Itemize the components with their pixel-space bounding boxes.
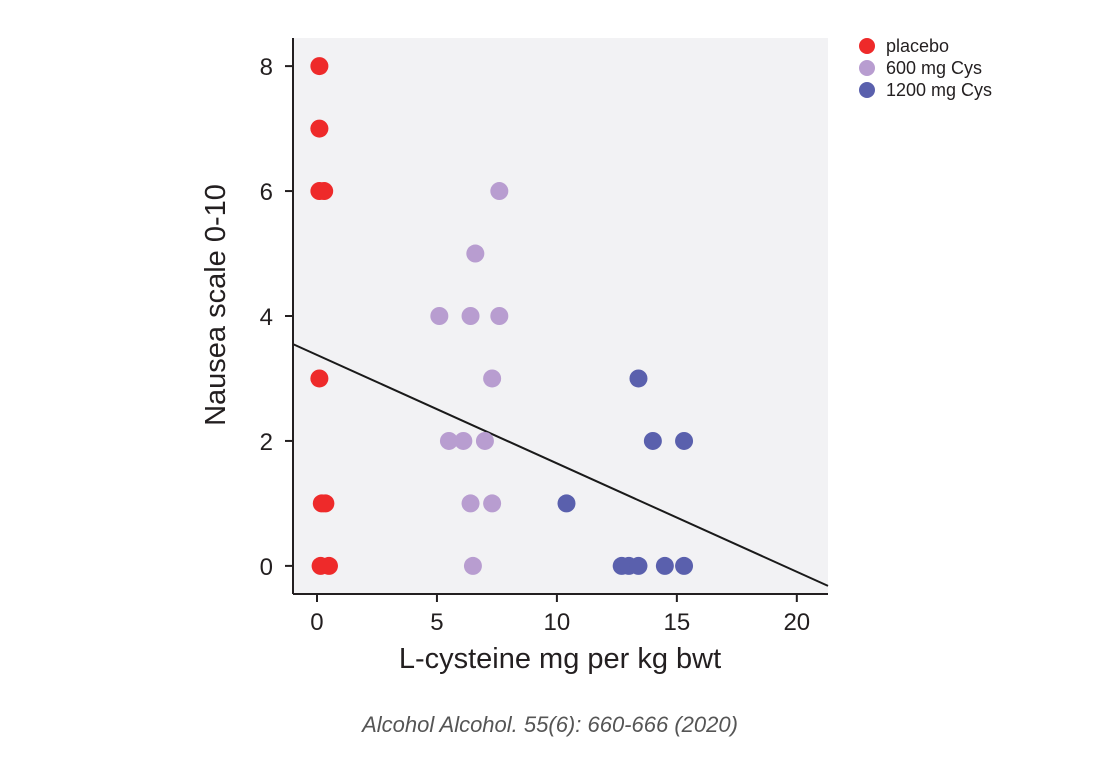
point-1200-mg-cys-7 [655, 556, 674, 575]
point-1200-mg-cys-8 [675, 556, 694, 575]
point-1200-mg-cys-6 [629, 556, 648, 575]
point-placebo-4 [310, 369, 329, 388]
point-600-mg-cys-6 [439, 431, 458, 450]
axes: 0 5 10 15 20 0 2 4 6 8 [260, 38, 828, 636]
x-tick-label-0: 0 [310, 609, 323, 636]
point-600-mg-cys-3 [461, 307, 480, 325]
point-600-mg-cys-1 [466, 244, 485, 263]
legend-marker-600-mg-cys [859, 60, 875, 76]
point-600-mg-cys-9 [461, 494, 480, 513]
x-tick-label-5: 5 [430, 609, 443, 636]
x-axis-label: L-cysteine mg per kg bwt [399, 643, 721, 675]
x-tick-label-20: 20 [783, 609, 810, 636]
point-600-mg-cys-0 [490, 182, 509, 201]
point-placebo-1 [310, 119, 329, 138]
plot-area [292, 38, 829, 594]
regression-line [292, 343, 829, 587]
legend-label-placebo: placebo [886, 36, 949, 56]
legend-marker-placebo [859, 38, 875, 54]
y-tick-label-2: 2 [260, 429, 273, 456]
y-axis-label: Nausea scale 0-10 [200, 184, 232, 426]
y-tick-label-8: 8 [260, 54, 273, 81]
legend-label-600-mg-cys: 600 mg Cys [886, 58, 982, 78]
point-600-mg-cys-10 [483, 494, 502, 513]
point-1200-mg-cys-0 [629, 369, 648, 388]
plot-background [293, 38, 828, 594]
point-600-mg-cys-4 [490, 307, 509, 325]
point-placebo-8 [319, 556, 338, 575]
citation: Alcohol Alcohol. 55(6): 660-666 (2020) [362, 712, 738, 737]
legend-marker-1200-mg-cys [859, 82, 875, 98]
point-placebo-6 [316, 494, 335, 513]
point-600-mg-cys-5 [483, 369, 502, 388]
y-tick-label-6: 6 [260, 179, 273, 206]
point-1200-mg-cys-1 [643, 431, 662, 450]
legend-label-1200-mg-cys: 1200 mg Cys [886, 80, 992, 100]
x-tick-label-15: 15 [664, 609, 691, 636]
data-points [310, 57, 694, 575]
x-tick-label-10: 10 [544, 609, 571, 636]
point-600-mg-cys-11 [463, 556, 482, 575]
point-600-mg-cys-2 [430, 307, 449, 325]
point-600-mg-cys-7 [454, 431, 473, 450]
point-placebo-3 [315, 182, 334, 201]
point-1200-mg-cys-3 [557, 494, 576, 513]
y-tick-label-4: 4 [260, 304, 273, 331]
y-tick-label-0: 0 [260, 554, 273, 581]
point-1200-mg-cys-2 [675, 431, 694, 450]
point-600-mg-cys-8 [475, 431, 494, 450]
point-placebo-0 [310, 57, 329, 76]
